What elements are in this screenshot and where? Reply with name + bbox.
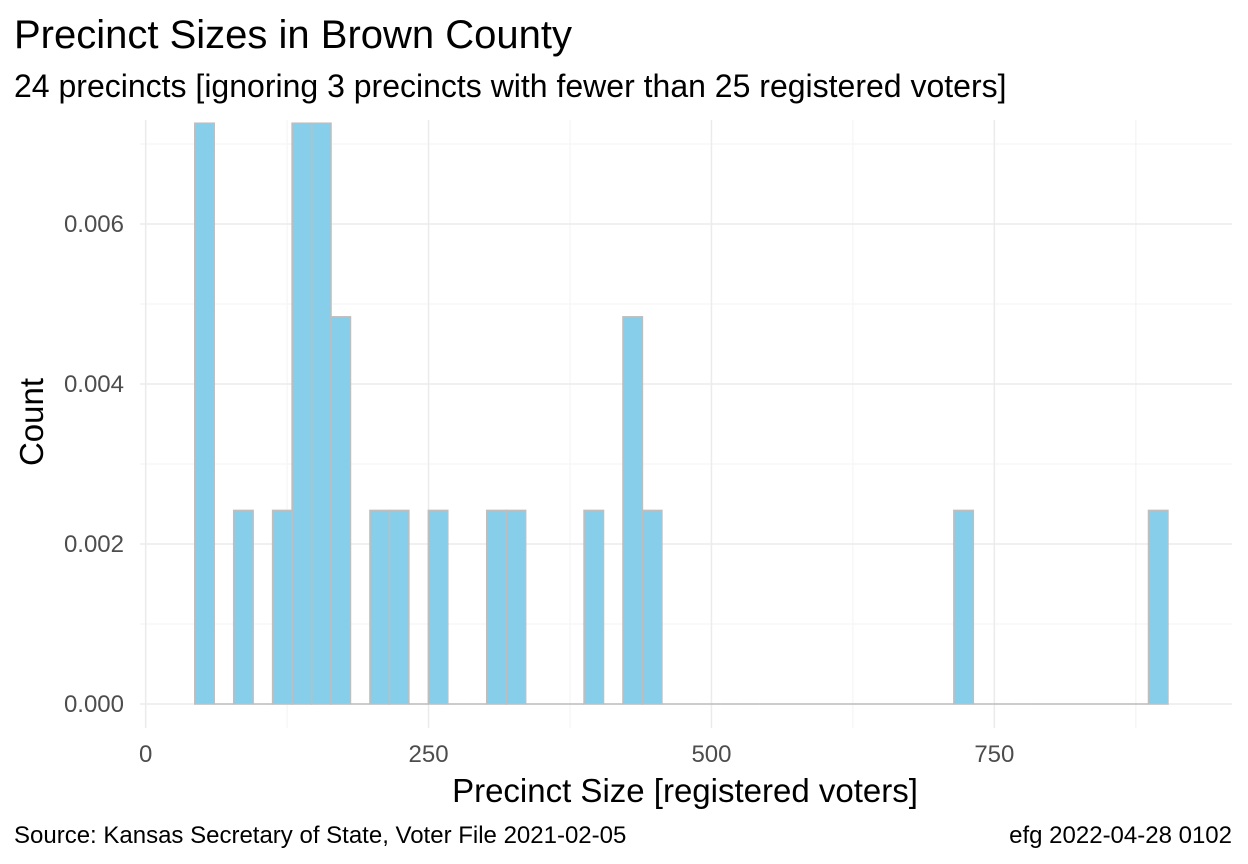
histogram-bar [1148, 510, 1167, 704]
x-tick-label: 500 [691, 741, 731, 768]
author-caption: efg 2022-04-28 0102 [1009, 822, 1232, 850]
histogram-bar [273, 510, 292, 704]
y-tick-label: 0.000 [64, 691, 124, 718]
histogram-bar [506, 510, 525, 704]
source-caption: Source: Kansas Secretary of State, Voter… [14, 822, 626, 850]
y-tick-label: 0.006 [64, 211, 124, 238]
histogram-bar [312, 123, 331, 704]
y-tick-label: 0.004 [64, 371, 124, 398]
histogram-bar [954, 510, 973, 704]
histogram-bar [195, 123, 214, 704]
histogram-bar [234, 510, 253, 704]
histogram-bar [292, 123, 311, 704]
histogram-bars [195, 123, 1168, 704]
histogram-bar [642, 510, 661, 704]
histogram-bar [428, 510, 447, 704]
histogram-bar [370, 510, 389, 704]
histogram-bar [584, 510, 603, 704]
histogram-bar [623, 317, 642, 704]
histogram-bar [487, 510, 506, 704]
x-tick-label: 0 [139, 741, 152, 768]
histogram-bar [389, 510, 408, 704]
x-axis-label: Precinct Size [registered voters] [452, 772, 918, 809]
y-axis-label: Count [13, 378, 50, 466]
y-tick-label: 0.002 [64, 531, 124, 558]
x-axis-ticks: 0 250 500 750 [139, 741, 1014, 768]
x-tick-label: 750 [974, 741, 1014, 768]
y-axis-ticks: 0.000 0.002 0.004 0.006 [64, 211, 124, 718]
x-tick-label: 250 [409, 741, 449, 768]
histogram-bar [331, 317, 350, 704]
